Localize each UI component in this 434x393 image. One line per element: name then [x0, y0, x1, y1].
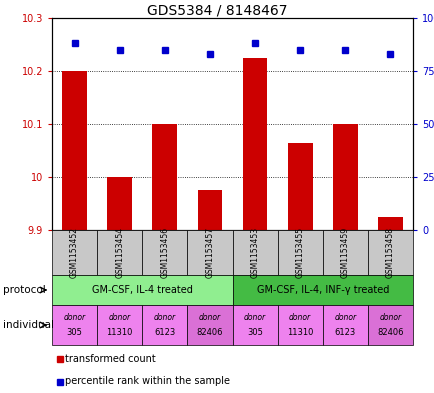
Text: GSM1153453: GSM1153453 — [250, 227, 259, 278]
Text: protocol: protocol — [3, 285, 46, 295]
Text: donor: donor — [243, 313, 266, 322]
Bar — [287, 143, 312, 230]
Bar — [107, 177, 132, 230]
Bar — [197, 190, 222, 230]
Text: donor: donor — [153, 313, 175, 322]
Text: donor: donor — [289, 313, 311, 322]
Text: individual: individual — [3, 320, 54, 330]
Text: percentile rank within the sample: percentile rank within the sample — [65, 376, 230, 386]
Text: donor: donor — [63, 313, 85, 322]
Text: donor: donor — [333, 313, 355, 322]
Text: GDS5384 / 8148467: GDS5384 / 8148467 — [147, 3, 287, 17]
Text: donor: donor — [108, 313, 131, 322]
Text: GSM1153456: GSM1153456 — [160, 227, 169, 278]
Text: 11310: 11310 — [286, 328, 312, 337]
Bar — [377, 217, 402, 230]
Text: donor: donor — [378, 313, 401, 322]
Text: GM-CSF, IL-4 treated: GM-CSF, IL-4 treated — [92, 285, 192, 295]
Text: 305: 305 — [247, 328, 263, 337]
Text: GSM1153455: GSM1153455 — [295, 227, 304, 278]
Text: 82406: 82406 — [196, 328, 223, 337]
Text: 82406: 82406 — [376, 328, 403, 337]
Text: GSM1153458: GSM1153458 — [385, 227, 394, 278]
Text: 305: 305 — [66, 328, 82, 337]
Bar — [332, 124, 357, 230]
Text: 6123: 6123 — [154, 328, 175, 337]
Text: transformed count: transformed count — [65, 353, 155, 364]
Text: GSM1153454: GSM1153454 — [115, 227, 124, 278]
Text: 11310: 11310 — [106, 328, 132, 337]
Text: GSM1153459: GSM1153459 — [340, 227, 349, 278]
Bar — [242, 58, 267, 230]
Text: GSM1153452: GSM1153452 — [70, 227, 79, 278]
Text: GSM1153457: GSM1153457 — [205, 227, 214, 278]
Text: GM-CSF, IL-4, INF-γ treated: GM-CSF, IL-4, INF-γ treated — [256, 285, 388, 295]
Bar — [152, 124, 177, 230]
Bar — [62, 71, 87, 230]
Text: 6123: 6123 — [334, 328, 355, 337]
Text: donor: donor — [198, 313, 220, 322]
